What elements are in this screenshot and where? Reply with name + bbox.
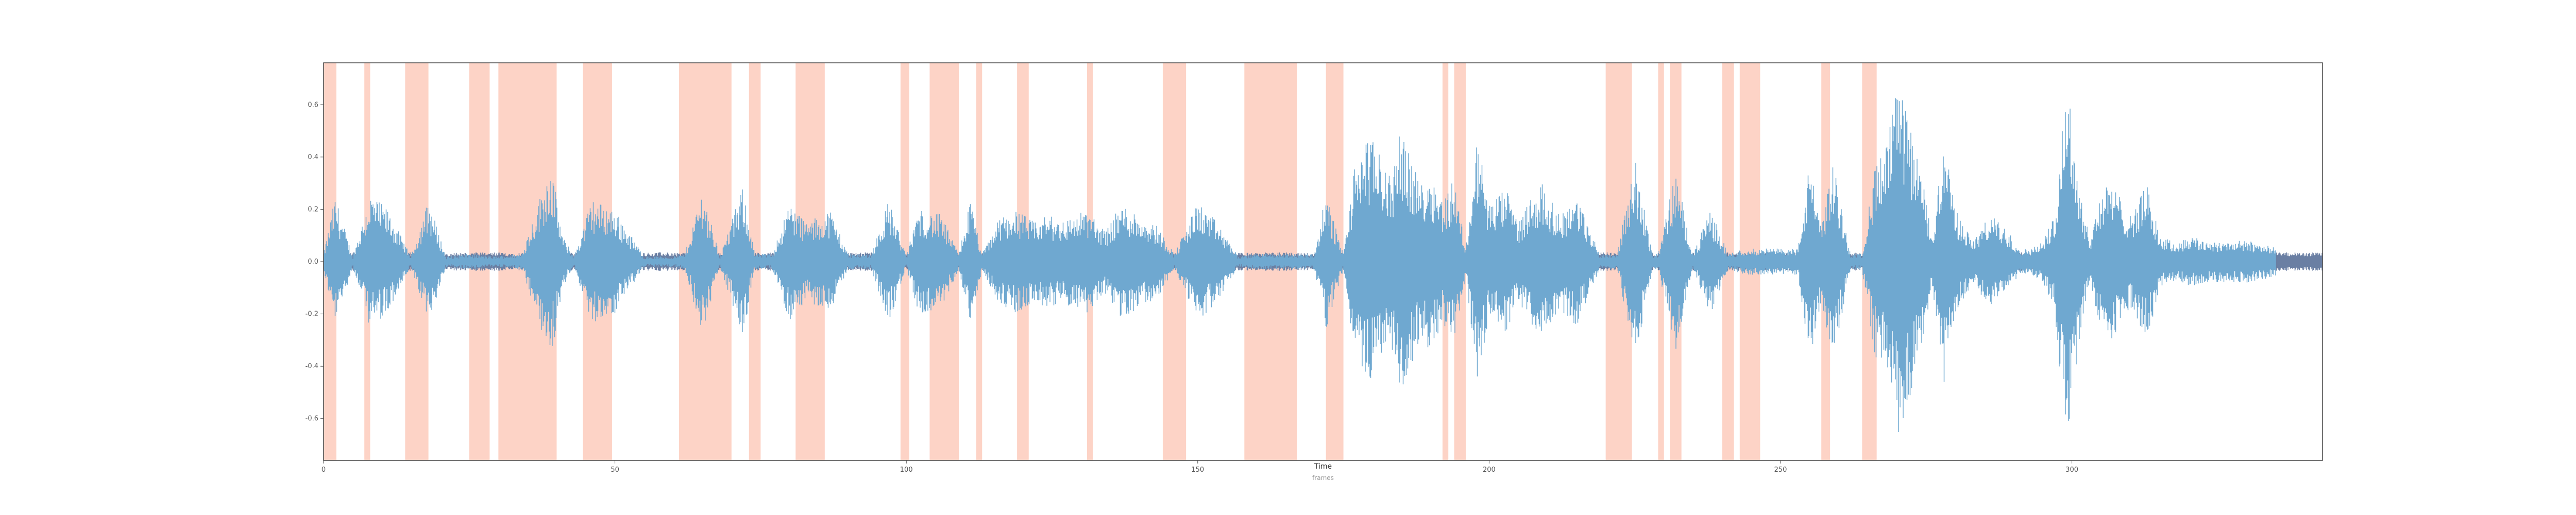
x-axis-sublabel: frames <box>1312 474 1334 482</box>
y-tick-label: 0.4 <box>308 153 318 161</box>
x-axis-ticks: 0 50 100 150 200 250 300 <box>321 460 2078 474</box>
x-axis-label: Time <box>1314 462 1332 471</box>
waveform-series <box>324 98 2323 432</box>
y-tick-label: -0.4 <box>306 363 318 370</box>
y-tick-label: 0.0 <box>308 258 318 266</box>
y-tick-label: -0.6 <box>306 415 318 423</box>
x-tick-label: 200 <box>1483 466 1496 474</box>
y-axis-ticks: -0.6 -0.4 -0.2 0.0 0.2 0.4 0.6 <box>306 101 324 423</box>
x-tick-label: 0 <box>321 466 326 474</box>
x-tick-label: 300 <box>2065 466 2078 474</box>
y-tick-label: 0.6 <box>308 101 318 109</box>
x-tick-label: 100 <box>900 466 913 474</box>
x-tick-label: 150 <box>1191 466 1204 474</box>
y-tick-label: -0.2 <box>306 311 318 318</box>
y-tick-label: 0.2 <box>308 205 318 213</box>
x-tick-label: 50 <box>611 466 619 474</box>
waveform-trace <box>324 98 2276 432</box>
x-tick-label: 250 <box>1774 466 1787 474</box>
